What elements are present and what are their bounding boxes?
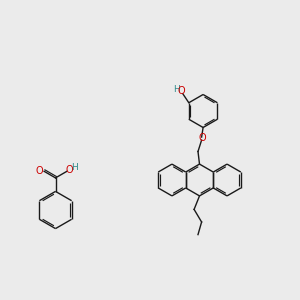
Text: H: H (173, 85, 180, 94)
Text: O: O (198, 133, 206, 143)
Text: O: O (65, 165, 73, 176)
Text: H: H (71, 163, 78, 172)
Text: O: O (177, 86, 185, 96)
Text: O: O (36, 166, 43, 176)
